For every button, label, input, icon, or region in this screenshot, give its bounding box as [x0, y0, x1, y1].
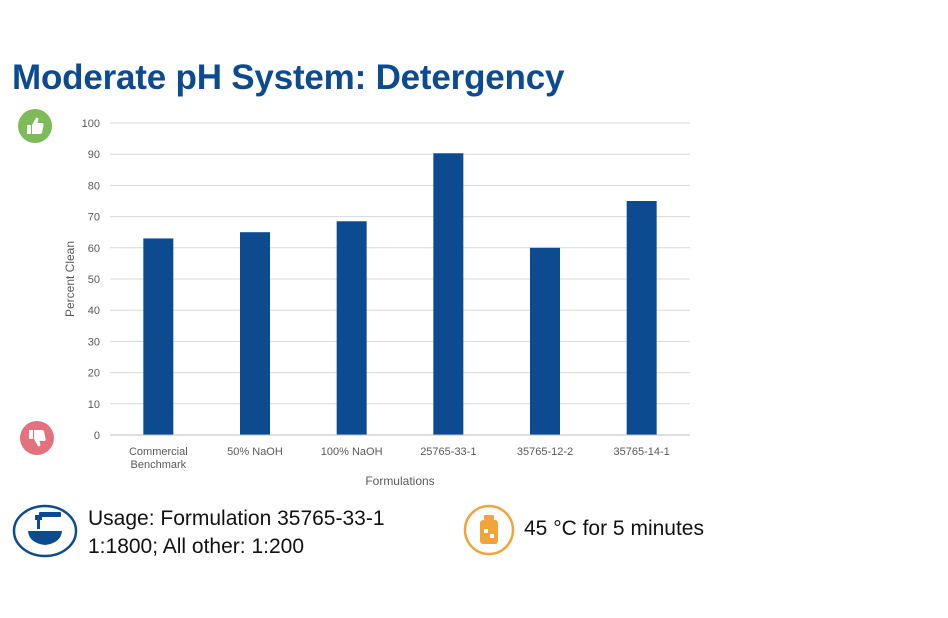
bar-chart: 0 10 20 30 40 50 60 70 80 90 100 CommercialBenchma…	[63, 118, 690, 488]
bowl-pour-icon	[12, 504, 78, 558]
y-tick-label: 90	[88, 149, 100, 161]
bar	[143, 238, 174, 435]
x-tick-label: Benchmark	[131, 459, 187, 471]
usage-caption: Usage: Formulation 35765-33-1 1:1800; Al…	[88, 505, 385, 561]
x-tick-label: Commercial	[129, 446, 188, 458]
y-tick-label: 80	[88, 180, 100, 192]
x-tick-label: 50% NaOH	[227, 446, 283, 458]
y-tick-label: 70	[88, 212, 100, 224]
bottle-icon	[463, 504, 515, 556]
chart-bars	[143, 153, 657, 435]
y-tick-label: 60	[88, 243, 100, 255]
y-tick-label: 10	[88, 399, 100, 411]
thumbs-up-icon	[18, 109, 52, 143]
y-axis-label: Percent Clean	[63, 241, 77, 317]
bar	[240, 232, 270, 435]
slide-title: Moderate pH System: Detergency	[12, 58, 565, 97]
y-tick-label: 40	[88, 305, 100, 317]
chart-gridlines	[110, 122, 690, 405]
bar	[626, 201, 657, 435]
x-axis-label: Formulations	[365, 474, 434, 488]
y-tick-label: 100	[82, 118, 100, 130]
usage-line-2: 1:1800; All other: 1:200	[88, 535, 304, 558]
y-tick-label: 0	[94, 430, 100, 442]
x-tick-label: 35765-12-2	[517, 446, 573, 458]
y-axis-ticks: 0 10 20 30 40 50 60 70 80 90 100	[82, 118, 100, 442]
y-tick-label: 50	[88, 274, 100, 286]
x-tick-label: 25765-33-1	[420, 446, 476, 458]
bar	[336, 221, 367, 435]
bar	[530, 247, 560, 435]
thumbs-down-icon	[20, 421, 54, 455]
x-tick-label: 35765-14-1	[614, 446, 670, 458]
y-tick-label: 30	[88, 336, 100, 348]
usage-line-1: Usage: Formulation 35765-33-1	[88, 507, 385, 530]
bar	[433, 153, 464, 435]
y-tick-label: 20	[88, 368, 100, 380]
x-tick-label: 100% NaOH	[321, 446, 383, 458]
conditions-caption: 45 °C for 5 minutes	[524, 517, 704, 540]
